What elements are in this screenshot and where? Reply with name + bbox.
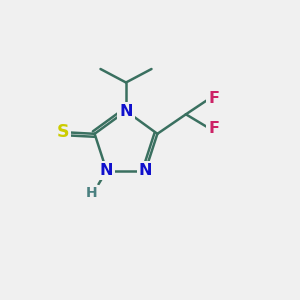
Text: F: F — [208, 91, 219, 106]
Text: N: N — [139, 163, 152, 178]
Text: F: F — [208, 121, 219, 136]
Text: S: S — [56, 123, 69, 141]
Text: N: N — [119, 103, 133, 118]
Text: H: H — [86, 186, 98, 200]
Text: N: N — [100, 163, 113, 178]
